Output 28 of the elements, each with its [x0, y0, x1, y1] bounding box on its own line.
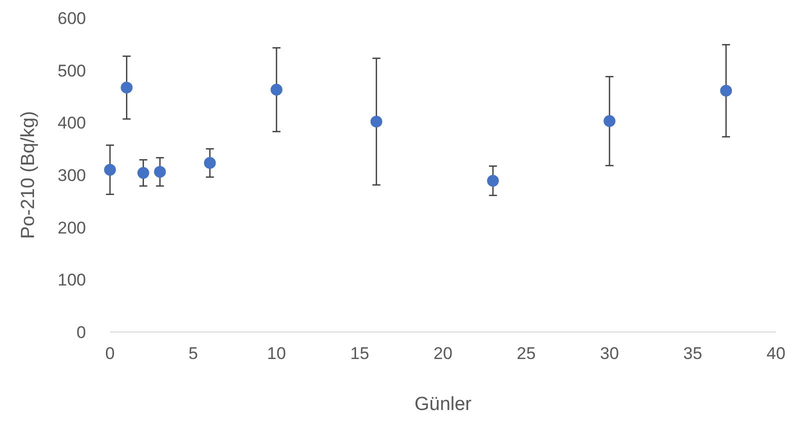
y-tick-label: 100 [58, 270, 86, 290]
y-tick-label: 300 [58, 166, 86, 185]
point [154, 166, 166, 178]
x-tick-label: 40 [766, 344, 786, 363]
x-axis-title: Günler [414, 394, 472, 415]
y-tick-label: 200 [58, 218, 86, 238]
x-tick-label: 10 [267, 344, 286, 363]
y-axis-title: Po-210 (Bq/kg) [18, 111, 39, 239]
point [137, 167, 150, 179]
point [487, 174, 499, 187]
x-tick-label: 5 [188, 344, 198, 363]
y-tick-label: 400 [58, 114, 86, 133]
point [720, 84, 732, 97]
x-tick-label: 0 [105, 344, 115, 363]
point [604, 115, 616, 127]
x-tick-label: 30 [600, 344, 619, 363]
point [120, 82, 133, 94]
y-tick-label: 500 [58, 61, 86, 80]
point [370, 116, 382, 128]
x-tick-label: 35 [683, 344, 702, 363]
x-tick-label: 15 [350, 344, 370, 363]
x-tick-label: 20 [434, 344, 452, 363]
point [270, 84, 282, 96]
point [204, 157, 216, 169]
x-tick-label: 25 [516, 344, 536, 363]
y-tick-label: 0 [76, 323, 86, 342]
point [104, 164, 116, 176]
y-tick-label: 600 [58, 9, 86, 28]
